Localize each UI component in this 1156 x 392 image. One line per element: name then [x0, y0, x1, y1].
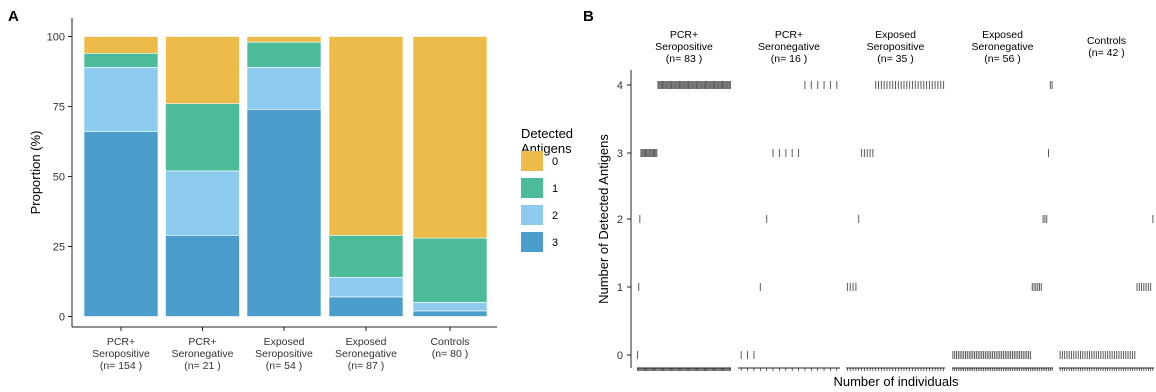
legend-label: 2 — [552, 210, 558, 222]
facet-strip-label: Exposed — [982, 29, 1023, 41]
bar-segment — [165, 170, 240, 236]
y-tick-label: 75 — [53, 102, 65, 114]
facet-strip-label: Seronegative — [972, 41, 1034, 53]
bar-segment — [246, 36, 322, 43]
x-tick-label: (n= 54 ) — [266, 360, 302, 372]
legend-title: Detected — [521, 126, 573, 141]
legend-swatch — [521, 178, 543, 198]
facet-strip-label: PCR+ — [670, 29, 698, 41]
y-axis-title: Proportion (%) — [28, 131, 43, 215]
bar-segment — [412, 36, 488, 239]
x-tick-label: PCR+ — [107, 336, 135, 348]
bar-segment — [246, 109, 322, 317]
bar-segment — [165, 103, 240, 172]
legend-swatch — [521, 232, 543, 252]
facet-strip-label: (n= 83 ) — [666, 53, 702, 65]
y-axis-title: Number of Detected Antigens — [596, 134, 611, 304]
facet-strip-label: Controls — [1087, 35, 1126, 47]
y-tick-label: 4 — [617, 80, 623, 92]
x-tick-label: Seronegative — [172, 348, 234, 360]
y-tick-label: 100 — [47, 32, 65, 44]
bar-segment — [83, 36, 159, 54]
facet-strip-label: PCR+ — [775, 29, 803, 41]
facet-strip-label: (n= 56 ) — [984, 53, 1020, 65]
y-tick-label: 1 — [617, 282, 623, 294]
legend-swatch — [521, 151, 543, 171]
facet-strip-label: (n= 16 ) — [771, 53, 807, 65]
facet-strip-label: Seropositive — [655, 41, 713, 53]
y-tick-label: 50 — [53, 172, 65, 184]
bar-segment — [328, 235, 404, 278]
bar-segment — [83, 52, 159, 68]
x-tick-label: (n= 80 ) — [432, 348, 468, 360]
y-tick-label: 2 — [617, 214, 623, 226]
facet-strip-label: (n= 42 ) — [1088, 47, 1124, 59]
bar-segment — [83, 131, 159, 317]
facet-strip-label: Seronegative — [758, 41, 820, 53]
y-tick-label: 0 — [59, 312, 65, 324]
facet-strip-label: Seropositive — [867, 41, 925, 53]
x-tick-label: (n= 154 ) — [100, 360, 142, 372]
bar-segment — [165, 36, 240, 104]
panel-a-label: A — [8, 8, 19, 25]
x-tick-label: Seropositive — [255, 348, 313, 360]
x-tick-label: Seronegative — [335, 348, 397, 360]
bar-segment — [328, 276, 404, 298]
x-axis-title: Number of individuals — [833, 374, 959, 389]
x-tick-label: Controls — [430, 336, 469, 348]
bar-segment — [328, 296, 404, 317]
bar-segment — [246, 67, 322, 110]
legend-label: 3 — [552, 237, 558, 249]
bar-segment — [412, 310, 488, 317]
x-tick-label: (n= 87 ) — [348, 360, 384, 372]
x-tick-label: Exposed — [264, 336, 305, 348]
legend-swatch — [521, 205, 543, 225]
bar-segment — [165, 235, 240, 317]
legend-label: 1 — [552, 183, 558, 195]
bar-segment — [328, 36, 404, 236]
facet-strip-label: (n= 35 ) — [877, 53, 913, 65]
bar-segment — [246, 41, 322, 68]
x-tick-label: (n= 21 ) — [184, 360, 220, 372]
y-tick-label: 3 — [617, 148, 623, 160]
bar-segment — [83, 67, 159, 133]
x-tick-label: PCR+ — [188, 336, 216, 348]
y-tick-label: 0 — [617, 350, 623, 362]
panel-b-label: B — [583, 8, 594, 25]
legend-label: 0 — [552, 156, 558, 168]
bar-segment — [412, 302, 488, 312]
x-tick-label: Exposed — [346, 336, 387, 348]
bar-segment — [412, 237, 488, 303]
facet-strip-label: Exposed — [875, 29, 916, 41]
y-tick-label: 25 — [53, 242, 65, 254]
x-tick-label: Seropositive — [92, 348, 150, 360]
